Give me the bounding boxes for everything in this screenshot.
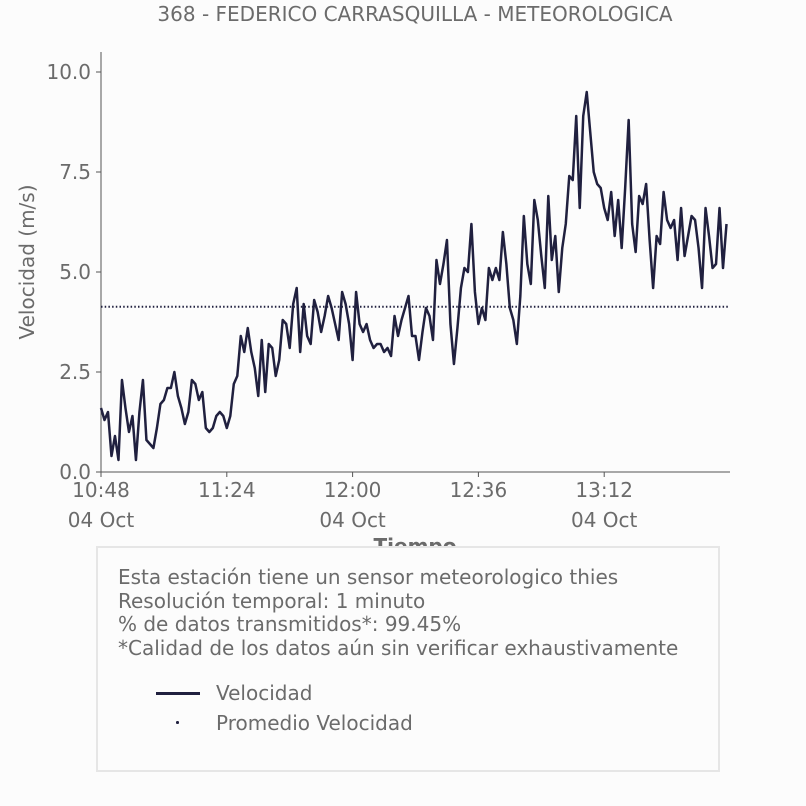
x-tick-label: 12:00 [324,478,382,502]
info-sensor-text: Esta estación tiene un sensor meteorolog… [118,565,619,589]
info-resolution-text: Resolución temporal: 1 minuto [118,588,426,613]
x-tick-label: 11:24 [198,478,256,502]
info-quality-text: *Calidad de los datos aún sin verificar … [118,635,679,660]
y-tick-label: 5.0 [59,260,91,284]
legend-label: Velocidad [216,681,313,705]
x-tick-label: 12:36 [450,478,508,502]
x-tick-label: 13:12 [575,478,633,502]
y-tick-label: 7.5 [59,160,91,184]
y-tick-label: 0.0 [59,460,91,484]
x-tick-date-label: 04 Oct [319,508,386,532]
y-tick-label: 2.5 [59,360,91,384]
x-tick-date-label: 04 Oct [68,508,135,532]
x-ticks: 10:48 04 Oct 11:24 12:00 04 Oct 12:36 13:12 04 … [68,472,638,532]
info-panel: Esta estación tiene un sensor meteorolog… [96,546,720,772]
y-tick-label: 10.0 [46,60,91,84]
info-transmitted-text: % de datos transmitidos*: 99.45% [118,612,462,636]
x-tick-date-label: 04 Oct [571,508,638,532]
legend-line-swatch [156,692,200,695]
legend-dot-swatch [176,721,179,724]
x-tick-label: 10:48 [72,478,130,502]
info-text: Esta estación tiene un sensor meteorolog… [118,565,679,660]
velocity-line [99,90,728,462]
y-ticks: 0.0 2.5 5.0 7.5 10.0 [46,60,101,484]
chart-title: 368 - FEDERICO CARRASQUILLA - METEOROLOG… [157,2,672,26]
y-axis-label: Velocidad (m/s) [15,184,39,339]
legend-label: Promedio Velocidad [216,711,413,735]
